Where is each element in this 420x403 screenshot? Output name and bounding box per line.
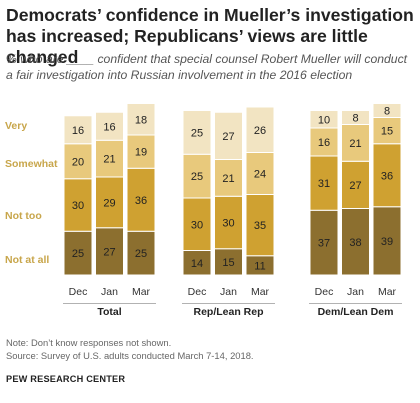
bar-segment-total-dec-not-too xyxy=(63,143,93,180)
brand-label: PEW RESEARCH CENTER xyxy=(6,374,126,384)
data-label: 27 xyxy=(103,246,115,258)
bar-segment-dem-lean-dem-mar-not-at-all xyxy=(372,103,402,118)
data-label: 8 xyxy=(384,106,390,118)
bar-segment-rep-lean-rep-dec-not-too xyxy=(182,153,212,199)
category-label-jan: Jan xyxy=(347,286,364,298)
data-label: 30 xyxy=(222,218,234,230)
bar-segment-dem-lean-dem-jan-very xyxy=(341,208,370,276)
chart-title: Democrats’ confidence in Mueller’s inves… xyxy=(6,5,414,67)
bar-segment-rep-lean-rep-mar-not-at-all xyxy=(245,106,275,153)
data-label: 37 xyxy=(318,238,330,250)
series-label-very: Very xyxy=(5,120,27,132)
category-label-mar: Mar xyxy=(251,286,270,298)
data-label: 15 xyxy=(381,126,393,138)
data-label: 36 xyxy=(135,195,147,207)
group-label-rep-lean-rep: Rep/Lean Rep xyxy=(193,306,263,318)
data-label: 16 xyxy=(72,125,84,137)
data-label: 25 xyxy=(191,171,203,183)
bar-segment-total-dec-not-at-all xyxy=(63,115,93,145)
data-label: 35 xyxy=(254,220,266,232)
data-label: 24 xyxy=(254,169,266,181)
bar-segment-dem-lean-dem-dec-very xyxy=(309,209,339,276)
chart-subtitle: % who are ____ confident that special co… xyxy=(6,52,408,82)
data-label: 20 xyxy=(72,156,84,168)
data-label: 25 xyxy=(72,248,84,260)
data-label: 19 xyxy=(135,147,147,159)
bar-segment-dem-lean-dem-dec-somewhat xyxy=(309,155,339,211)
data-label: 21 xyxy=(103,154,115,166)
bar-segment-dem-lean-dem-dec-not-at-all xyxy=(309,110,339,129)
bar-segment-dem-lean-dem-jan-not-at-all xyxy=(341,110,370,125)
bar-segment-rep-lean-rep-dec-somewhat xyxy=(182,197,212,251)
bar-segment-rep-lean-rep-dec-not-at-all xyxy=(182,110,212,155)
data-label: 27 xyxy=(222,131,234,143)
bar-segment-rep-lean-rep-jan-not-at-all xyxy=(214,111,243,160)
bar-segment-dem-lean-dem-jan-not-too xyxy=(341,124,370,162)
data-label: 36 xyxy=(381,170,393,182)
data-label: 16 xyxy=(318,137,330,149)
category-label-mar: Mar xyxy=(132,286,151,298)
bar-segment-total-jan-somewhat xyxy=(95,176,124,229)
bar-segment-rep-lean-rep-jan-somewhat xyxy=(214,195,243,250)
bar-segment-dem-lean-dem-mar-very xyxy=(372,206,402,276)
category-label-dec: Dec xyxy=(188,286,207,298)
category-label-dec: Dec xyxy=(315,286,334,298)
bar-segment-total-mar-not-at-all xyxy=(126,103,156,136)
category-label-mar: Mar xyxy=(378,286,397,298)
bar-segment-total-dec-very xyxy=(63,230,93,276)
data-label: 29 xyxy=(103,197,115,209)
bar-segment-dem-lean-dem-dec-not-too xyxy=(309,127,339,157)
data-label: 39 xyxy=(381,236,393,248)
stacked-bar-chart: Very Somewhat Not too Not at all 25 30 20 16 Dec… xyxy=(5,103,402,318)
data-label: 21 xyxy=(349,138,361,150)
source-text: Source: Survey of U.S. adults conducted … xyxy=(6,350,254,361)
data-label: 10 xyxy=(318,114,330,126)
bar-segment-rep-lean-rep-dec-very xyxy=(182,250,212,276)
bar-segment-rep-lean-rep-jan-not-too xyxy=(214,159,243,197)
group-label-dem-lean-dem: Dem/Lean Dem xyxy=(318,306,394,318)
bar-segment-total-mar-somewhat xyxy=(126,167,156,232)
series-label-not-too: Not too xyxy=(5,210,42,222)
bar-segment-rep-lean-rep-jan-very xyxy=(214,248,243,276)
data-label: 15 xyxy=(222,257,234,269)
data-label: 25 xyxy=(191,127,203,139)
data-label: 31 xyxy=(318,178,330,190)
bar-segment-dem-lean-dem-jan-somewhat xyxy=(341,160,370,209)
data-label: 14 xyxy=(191,258,203,270)
data-label: 21 xyxy=(222,173,234,185)
bar-segment-total-mar-not-too xyxy=(126,134,156,169)
data-label: 30 xyxy=(72,200,84,212)
series-label-not-at-all: Not at all xyxy=(5,254,49,266)
category-label-dec: Dec xyxy=(69,286,88,298)
bar-segment-rep-lean-rep-mar-not-too xyxy=(245,152,275,195)
bar-segment-total-jan-not-at-all xyxy=(95,111,124,141)
note-text: Note: Don’t know responses not shown. xyxy=(6,337,172,348)
data-label: 27 xyxy=(349,180,361,192)
group-label-total: Total xyxy=(97,306,121,318)
series-label-somewhat: Somewhat xyxy=(5,158,58,170)
data-label: 8 xyxy=(352,113,358,125)
category-label-jan: Jan xyxy=(220,286,237,298)
data-label: 18 xyxy=(135,114,147,126)
data-label: 16 xyxy=(103,121,115,133)
data-label: 26 xyxy=(254,125,266,137)
data-label: 11 xyxy=(254,260,265,272)
bar-segment-total-jan-not-too xyxy=(95,139,124,178)
data-label: 30 xyxy=(191,219,203,231)
data-label: 38 xyxy=(349,237,361,249)
category-label-jan: Jan xyxy=(101,286,118,298)
data-label: 25 xyxy=(135,248,147,260)
